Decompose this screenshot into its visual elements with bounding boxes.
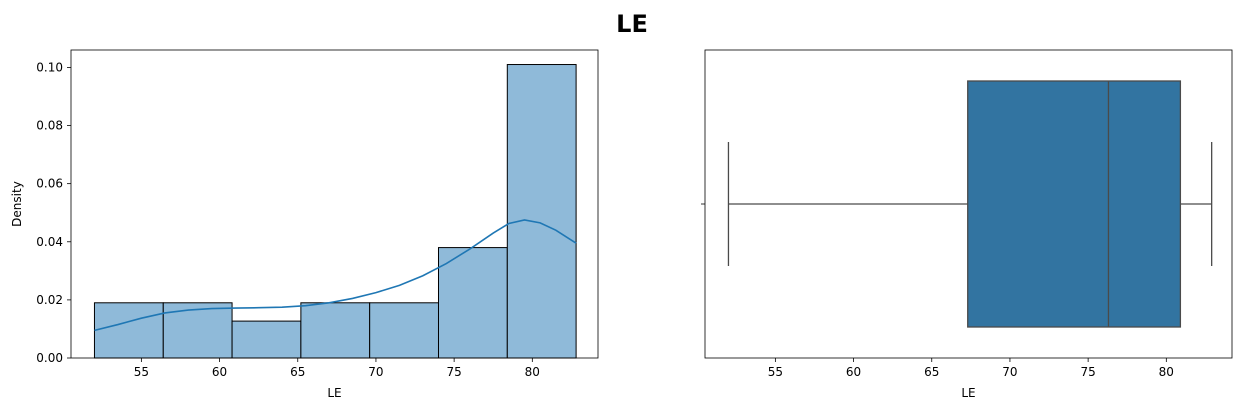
histogram-panel: 55 60 65 70 75 80 0.00 0.02 0.04 0.06 0.08 0.10 LE De…: [10, 49, 599, 400]
histogram-bar-6: [506, 64, 577, 359]
histogram-x-tick-label: 75: [446, 365, 461, 379]
histogram-bar-0: [93, 302, 164, 359]
histogram-bar-3: [300, 302, 371, 359]
histogram-y-tick-label: 0.06: [36, 177, 63, 191]
histogram-axes-frame: [70, 49, 599, 359]
boxplot-x-tick-label: 80: [1159, 365, 1174, 379]
histogram-x-tick-label: 80: [525, 365, 540, 379]
histogram-y-tick-label: 0.10: [36, 60, 63, 74]
histogram-bar-5: [437, 247, 508, 359]
histogram-x-tick-label: 60: [212, 365, 227, 379]
box-iqr: [967, 80, 1182, 328]
histogram-bar-4: [369, 302, 439, 359]
histogram-bar-2: [231, 320, 302, 359]
boxplot-x-tick-label: 65: [924, 365, 939, 379]
histogram-x-axis-label: LE: [327, 386, 341, 400]
histogram-y-tick-label: 0.00: [36, 351, 63, 365]
histogram-y-tick-label: 0.08: [36, 119, 63, 133]
histogram-x-tick-label: 55: [134, 365, 149, 379]
boxplot-x-tick-label: 70: [1002, 365, 1017, 379]
boxplot-x-tick-label: 60: [846, 365, 861, 379]
histogram-y-tick-label: 0.02: [36, 293, 63, 307]
histogram-x-tick-label: 70: [368, 365, 383, 379]
histogram-x-tick-label: 65: [290, 365, 305, 379]
boxplot-panel: 55 60 65 70 75 80 LE: [701, 49, 1233, 400]
boxplot-x-tick-label: 55: [768, 365, 783, 379]
boxplot-x-axis-label: LE: [961, 386, 975, 400]
kde-line: [94, 219, 577, 332]
histogram-y-axis-label: Density: [10, 181, 24, 227]
histogram-y-tick-label: 0.04: [36, 235, 63, 249]
figure-title: LE: [616, 10, 648, 38]
boxplot-x-tick-label: 75: [1080, 365, 1095, 379]
